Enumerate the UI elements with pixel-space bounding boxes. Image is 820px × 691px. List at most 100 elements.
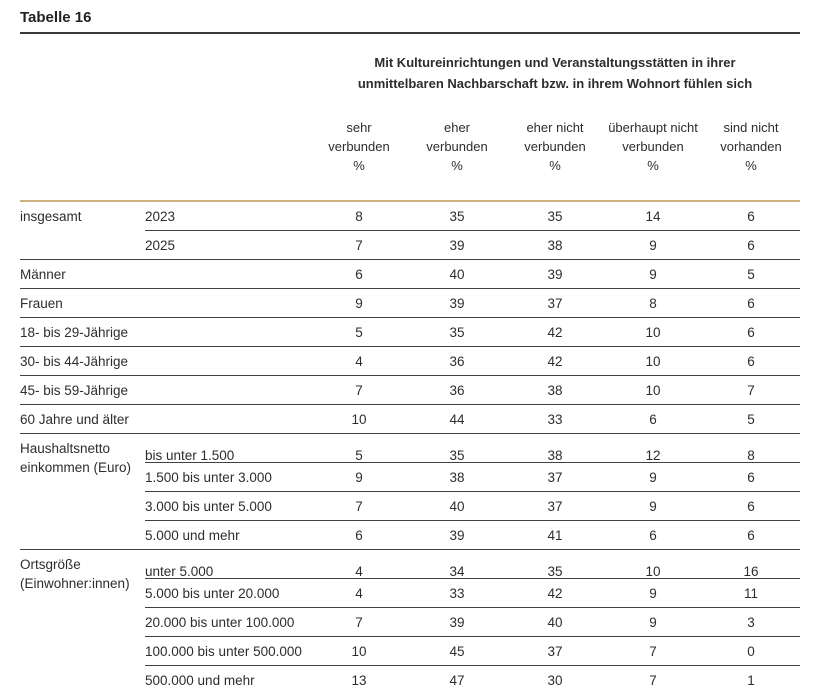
- value-cell: 39: [547, 266, 563, 282]
- table-row: 500.000 und mehr 13 47 30 7 1: [20, 666, 800, 691]
- value-cell: 40: [449, 498, 465, 514]
- value-cell: 38: [547, 382, 563, 398]
- value-cell: 38: [449, 469, 465, 485]
- value-cell: 10: [645, 324, 661, 340]
- group-label: insgesamt: [20, 209, 82, 224]
- value-cell: 36: [449, 353, 465, 369]
- value-cell: 37: [547, 498, 563, 514]
- value-cell: 38: [547, 237, 563, 253]
- value-cell: 7: [355, 614, 363, 630]
- column-header-sind-nicht-vorhanden: sind nicht vorhanden %: [702, 94, 800, 194]
- row-separator: [145, 578, 800, 579]
- value-cell: 9: [649, 266, 657, 282]
- value-cell: 7: [355, 498, 363, 514]
- value-cell: 6: [747, 324, 755, 340]
- table-header: Mit Kultureinrichtungen und Veranstaltun…: [20, 52, 800, 194]
- row-separator: [145, 230, 800, 231]
- value-cell: 6: [747, 208, 755, 224]
- value-cell: 6: [747, 353, 755, 369]
- value-cell: 37: [547, 643, 563, 659]
- table-row: 18- bis 29-Jährige 5 35 42 10 6: [20, 318, 800, 346]
- value-cell: 38: [547, 448, 563, 463]
- group-label: [20, 492, 145, 497]
- value-cell: 13: [351, 672, 367, 688]
- row-separator: [20, 259, 800, 260]
- header-divider: [20, 200, 800, 202]
- value-cell: 5: [355, 324, 363, 340]
- title-divider: [20, 32, 800, 34]
- table-row: 1.500 bis unter 3.000 9 38 37 9 6: [20, 463, 800, 491]
- value-cell: 9: [649, 614, 657, 630]
- row-sublabel: 2025: [145, 237, 176, 253]
- value-cell: 6: [747, 237, 755, 253]
- row-separator: [145, 665, 800, 666]
- value-cell: 35: [449, 324, 465, 340]
- group-label: [20, 521, 145, 526]
- value-cell: 35: [449, 208, 465, 224]
- row-sublabel: 5.000 und mehr: [145, 527, 240, 543]
- value-cell: 9: [649, 237, 657, 253]
- table-row: insgesamt 2023 8 35 35 14 6: [20, 202, 800, 230]
- value-cell: 8: [355, 208, 363, 224]
- group-label: [20, 666, 145, 671]
- column-header-eher-verbunden: eher verbunden %: [408, 94, 506, 194]
- column-header-eher-nicht-verbunden: eher nicht verbunden %: [506, 94, 604, 194]
- group-label: 18- bis 29-Jährige: [20, 325, 129, 340]
- value-cell: 37: [547, 469, 563, 485]
- value-cell: 40: [449, 266, 465, 282]
- value-cell: 9: [355, 469, 363, 485]
- value-cell: 42: [547, 324, 563, 340]
- value-cell: 10: [351, 643, 367, 659]
- value-cell: 39: [449, 237, 465, 253]
- value-cell: 36: [449, 382, 465, 398]
- value-cell: 6: [747, 469, 755, 485]
- table-row: 20.000 bis unter 100.000 7 39 40 9 3: [20, 608, 800, 636]
- group-label: Ortsgröße (Einwohner:innen): [20, 557, 130, 591]
- value-cell: 5: [355, 448, 363, 463]
- column-header-label: sind nicht vorhanden: [720, 120, 782, 154]
- row-separator: [20, 375, 800, 376]
- value-cell: 14: [645, 208, 661, 224]
- value-cell: 4: [355, 564, 363, 579]
- value-cell: 6: [747, 295, 755, 311]
- group-label: Männer: [20, 267, 66, 282]
- value-cell: 44: [449, 411, 465, 427]
- column-header-label: eher verbunden: [426, 120, 488, 154]
- value-cell: 6: [747, 498, 755, 514]
- column-header-unit: %: [745, 158, 757, 173]
- column-header-unit: %: [647, 158, 659, 173]
- row-sublabel: 100.000 bis unter 500.000: [145, 643, 302, 659]
- row-sublabel: unter 5.000: [145, 564, 214, 579]
- value-cell: 7: [747, 382, 755, 398]
- value-cell: 6: [649, 527, 657, 543]
- value-cell: 4: [355, 585, 363, 601]
- value-cell: 10: [351, 411, 367, 427]
- value-cell: 39: [449, 527, 465, 543]
- value-cell: 10: [645, 564, 661, 579]
- value-cell: 6: [649, 411, 657, 427]
- column-header-unit: %: [549, 158, 561, 173]
- value-cell: 37: [547, 295, 563, 311]
- group-label: [20, 608, 145, 613]
- value-cell: 39: [449, 295, 465, 311]
- row-sublabel: bis unter 1.500: [145, 448, 235, 463]
- table-row: Frauen 9 39 37 8 6: [20, 289, 800, 317]
- value-cell: 33: [547, 411, 563, 427]
- group-label: 60 Jahre und älter: [20, 412, 129, 427]
- value-cell: 34: [449, 564, 465, 579]
- row-separator: [145, 491, 800, 492]
- column-header-label: überhaupt nicht verbunden: [608, 120, 698, 154]
- value-cell: 7: [649, 643, 657, 659]
- table-row: 3.000 bis unter 5.000 7 40 37 9 6: [20, 492, 800, 520]
- value-cell: 3: [747, 614, 755, 630]
- value-cell: 45: [449, 643, 465, 659]
- column-header-label: sehr verbunden: [328, 120, 390, 154]
- value-cell: 30: [547, 672, 563, 688]
- value-cell: 4: [355, 353, 363, 369]
- value-cell: 47: [449, 672, 465, 688]
- value-cell: 35: [547, 564, 563, 579]
- group-label: 30- bis 44-Jährige: [20, 354, 129, 369]
- table-row: 60 Jahre und älter 10 44 33 6 5: [20, 405, 800, 433]
- row-sublabel: 2023: [145, 208, 176, 224]
- value-cell: 41: [547, 527, 563, 543]
